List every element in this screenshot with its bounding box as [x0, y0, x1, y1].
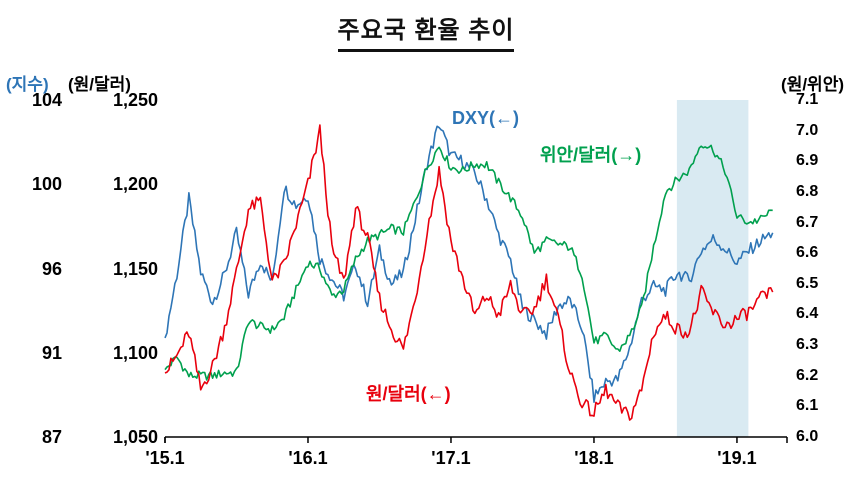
dxy-series-label: DXY(←)	[452, 108, 519, 128]
x-axis-tick: '18.1	[574, 448, 614, 468]
left-index-axis-unit: (지수)	[6, 75, 49, 94]
won-axis-tick: 1,200	[112, 174, 158, 195]
won-axis-tick: 1,150	[112, 258, 158, 279]
yuan-axis-tick: 6.2	[796, 366, 819, 384]
x-axis-tick: '19.1	[717, 448, 757, 468]
index-axis-tick: 104	[31, 90, 62, 110]
위안/달러-line	[164, 144, 773, 381]
x-axis-tick: '16.1	[288, 448, 328, 468]
index-axis-tick: 100	[31, 174, 62, 195]
yuan-axis-tick: 6.9	[796, 152, 819, 170]
원/달러-line	[164, 124, 774, 421]
yuan-axis-tick: 6.4	[796, 305, 819, 323]
yuan-axis-tick: 6.7	[796, 213, 819, 231]
yuan-axis-tick: 6.8	[796, 182, 819, 200]
left-won-axis-unit: (원/달러)	[68, 75, 131, 94]
yuan-axis-tick: 6.6	[796, 244, 819, 262]
index-axis-tick: 91	[41, 342, 62, 363]
highlight-band	[676, 100, 749, 437]
x-axis-tick: '17.1	[431, 448, 471, 468]
index-axis-tick: 96	[41, 258, 62, 279]
yuan-axis-tick: 6.1	[796, 397, 819, 415]
yuan-axis-tick: 7.1	[796, 91, 819, 108]
yuan-axis-tick: 7.0	[796, 121, 819, 139]
won-axis-tick: 1,050	[112, 427, 158, 447]
chart-title: 주요국 환율 추이	[337, 10, 515, 52]
right-yuan-axis-unit: (원/위안)	[781, 75, 844, 94]
yuan-axis-tick: 6.0	[796, 428, 819, 445]
index-axis-tick: 87	[41, 427, 62, 447]
won-dollar-series-label: 원/달러(←)	[366, 384, 451, 404]
won-axis-tick: 1,100	[112, 342, 158, 363]
x-axis-tick: '15.1	[145, 448, 185, 468]
yuan-axis-tick: 6.5	[796, 274, 819, 292]
title-row: 주요국 환율 추이	[0, 10, 852, 52]
yuan-dollar-series-label: 위안/달러(→)	[540, 145, 642, 165]
yuan-axis-tick: 6.3	[796, 336, 819, 354]
won-axis-tick: 1,250	[112, 90, 158, 110]
